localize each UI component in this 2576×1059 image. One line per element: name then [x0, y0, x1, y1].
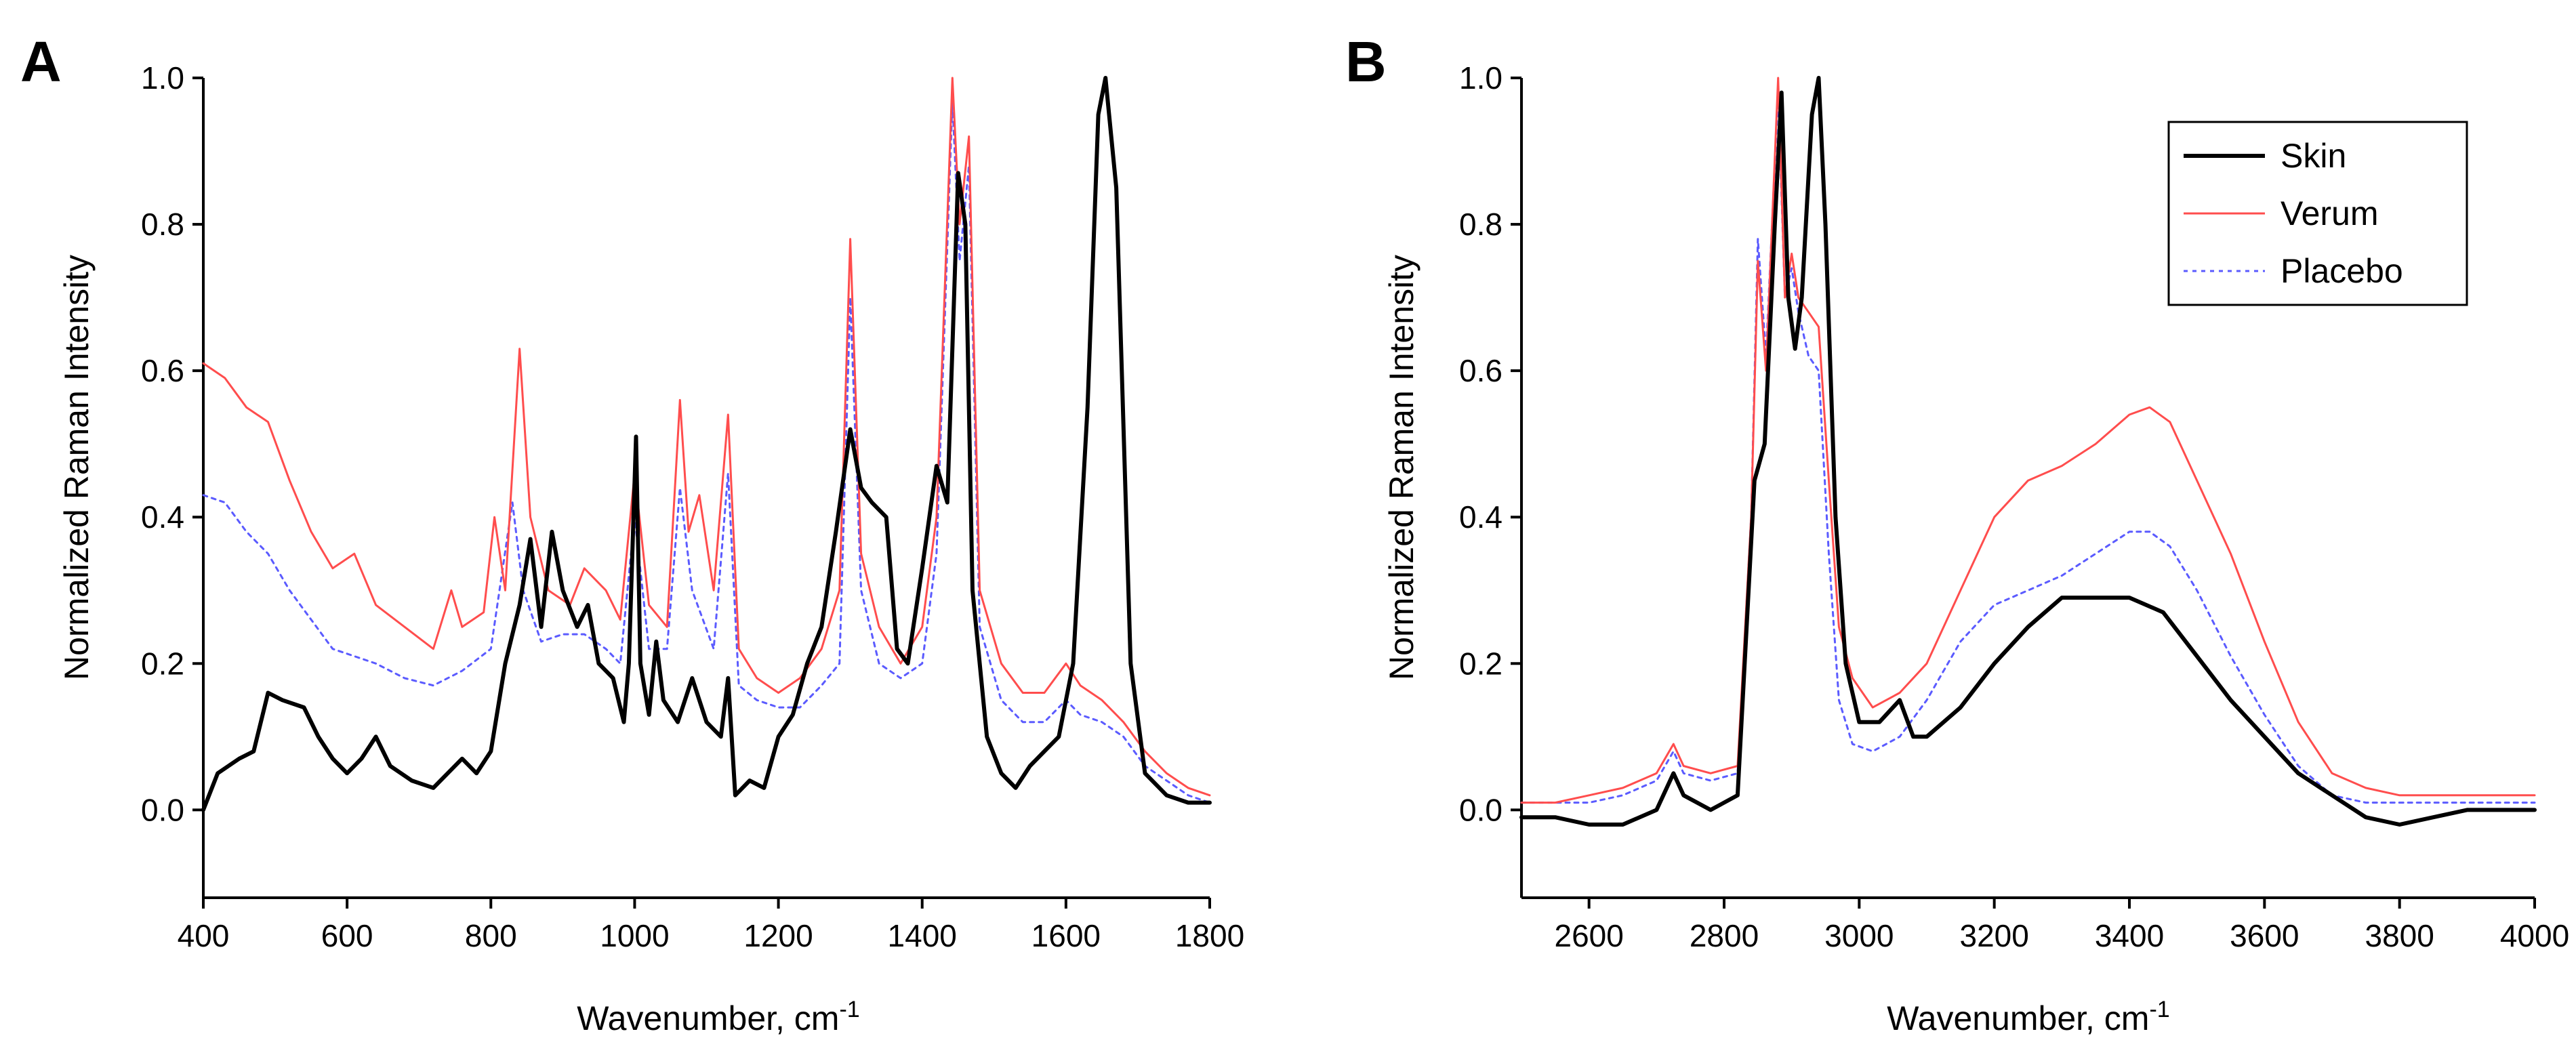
panel-a-x-tick-label: 1600 — [1031, 918, 1101, 953]
panel-b-y-tick-label: 0.0 — [1459, 792, 1502, 827]
panel-b-x-tick-label: 2600 — [1554, 918, 1623, 953]
panel-a-x-axis-title-sup: -1 — [839, 997, 859, 1022]
panel-b-x-tick-label: 3000 — [1824, 918, 1894, 953]
panel-a-y-axis-title: Normalized Raman Intensity — [58, 255, 96, 680]
panel-a-y-tick-label: 0.8 — [141, 207, 184, 242]
panel-a-y-tick-label: 1.0 — [141, 60, 184, 96]
panel-a-plot-area: 400 600 800 1000 1200 1400 1600 1800 0.0 0.2 0.4 0.… — [141, 60, 1244, 953]
panel-a-x-tick-label: 1800 — [1175, 918, 1244, 953]
panel-b-x-tick-label: 3200 — [1959, 918, 2028, 953]
panel-b-y-tick-label: 1.0 — [1459, 60, 1502, 96]
panel-a-x-tick-label: 600 — [321, 918, 373, 953]
panel-a-y-tick-label: 0.0 — [141, 792, 184, 827]
panel-b-letter: B — [1345, 30, 1387, 94]
panel-a-x-axis-title-main: Wavenumber, cm — [577, 999, 839, 1037]
panel-a: A Normalized Raman Intensity Wavenumber,… — [20, 30, 1244, 1037]
panel-a-letter: A — [20, 30, 62, 94]
panel-b-y-tick-label: 0.2 — [1459, 646, 1502, 681]
panel-a-x-tick-label: 400 — [178, 918, 230, 953]
panel-a-y-tick-label: 0.2 — [141, 646, 184, 681]
panel-b: B Normalized Raman Intensity Wavenumber,… — [1345, 30, 2569, 1037]
panel-b-x-tick-label: 3600 — [2230, 918, 2299, 953]
panel-b-y-tick-label: 0.8 — [1459, 207, 1502, 242]
panel-b-series-placebo — [1520, 91, 2536, 804]
panel-b-y-tick-label: 0.4 — [1459, 499, 1502, 535]
legend-label-placebo: Placebo — [2281, 252, 2403, 290]
panel-b-x-tick-label: 3400 — [2095, 918, 2164, 953]
panel-b-x-axis-title: Wavenumber, cm-1 — [1887, 997, 2169, 1037]
panel-a-series-verum — [202, 77, 1211, 797]
panel-a-x-axis-title: Wavenumber, cm-1 — [577, 997, 859, 1037]
panel-b-plot-area: 2600 2800 3000 3200 3400 3600 3800 4000 0.0 0.2 0.… — [1459, 60, 2569, 953]
panel-a-y-tick-label: 0.6 — [141, 353, 184, 388]
panel-b-series-verum — [1520, 77, 2536, 804]
panel-b-y-tick-label: 0.6 — [1459, 353, 1502, 388]
panel-a-series-skin — [201, 76, 1212, 812]
legend-label-verum: Verum — [2281, 194, 2379, 232]
panel-b-x-axis-title-main: Wavenumber, cm — [1887, 999, 2149, 1037]
panel-b-series-skin — [1519, 76, 2537, 827]
panel-a-series-placebo — [202, 98, 1211, 804]
panel-b-x-tick-label: 4000 — [2500, 918, 2569, 953]
panel-b-y-axis-title: Normalized Raman Intensity — [1383, 255, 1420, 680]
panel-a-y-tick-label: 0.4 — [141, 499, 184, 535]
legend-label-skin: Skin — [2281, 137, 2346, 175]
panel-a-x-tick-label: 1200 — [743, 918, 813, 953]
panel-a-x-tick-label: 1000 — [600, 918, 669, 953]
panel-b-legend: Skin Verum Placebo — [2167, 121, 2468, 306]
panel-b-x-axis-title-sup: -1 — [2149, 997, 2169, 1022]
panel-b-x-tick-label: 3800 — [2365, 918, 2434, 953]
panel-a-x-tick-label: 800 — [465, 918, 517, 953]
panel-a-x-tick-label: 1400 — [888, 918, 957, 953]
panel-b-x-tick-label: 2800 — [1690, 918, 1759, 953]
